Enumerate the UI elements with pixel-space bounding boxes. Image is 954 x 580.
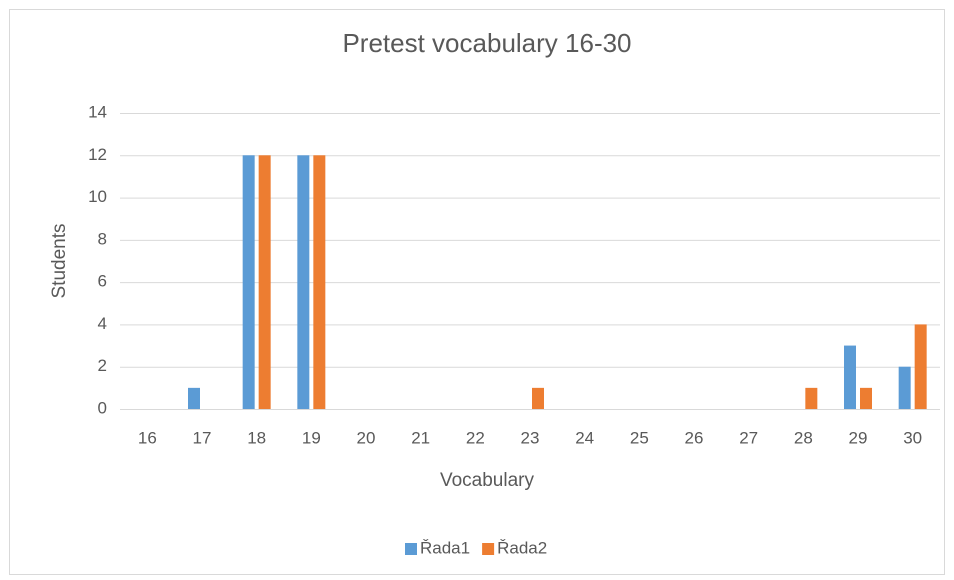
y-tick-label: 10 — [88, 187, 107, 206]
x-tick-label: 30 — [903, 428, 922, 447]
y-tick-label: 12 — [88, 145, 107, 164]
bar — [914, 324, 927, 409]
bar — [860, 387, 872, 409]
y-tick-label: 0 — [98, 398, 107, 417]
bar — [188, 387, 200, 409]
x-tick-label: 27 — [739, 428, 758, 447]
y-axis-label: Students — [49, 224, 70, 299]
bar — [242, 155, 255, 409]
bar — [805, 387, 818, 409]
bar — [313, 155, 326, 409]
legend-label: Řada1 — [420, 538, 470, 557]
x-tick-label: 28 — [794, 428, 813, 447]
y-tick-label: 2 — [98, 356, 107, 375]
chart-title: Pretest vocabulary 16-30 — [342, 28, 631, 58]
y-tick-label: 8 — [98, 229, 107, 248]
x-tick-label: 24 — [575, 428, 594, 447]
x-tick-label: 17 — [193, 428, 212, 447]
x-tick-label: 25 — [630, 428, 649, 447]
x-tick-label: 22 — [466, 428, 485, 447]
x-tick-label: 19 — [302, 428, 321, 447]
legend-swatch — [482, 543, 495, 555]
x-tick-label: 29 — [849, 428, 868, 447]
x-tick-label: 21 — [411, 428, 430, 447]
y-tick-label: 6 — [98, 272, 107, 291]
y-tick-label: 4 — [98, 314, 107, 333]
legend-label: Řada2 — [497, 538, 547, 557]
bar — [258, 155, 271, 409]
legend-swatch — [405, 543, 417, 555]
x-axis-label: Vocabulary — [440, 470, 535, 491]
x-tick-label: 18 — [247, 428, 266, 447]
bar — [844, 345, 856, 409]
x-tick-label: 16 — [138, 428, 157, 447]
bar — [532, 387, 544, 409]
y-tick-label: 14 — [88, 102, 107, 121]
x-tick-label: 20 — [357, 428, 376, 447]
bar — [898, 366, 911, 409]
x-tick-label: 23 — [521, 428, 540, 447]
x-tick-label: 26 — [685, 428, 704, 447]
chart-border — [9, 9, 945, 575]
bar — [297, 155, 310, 409]
